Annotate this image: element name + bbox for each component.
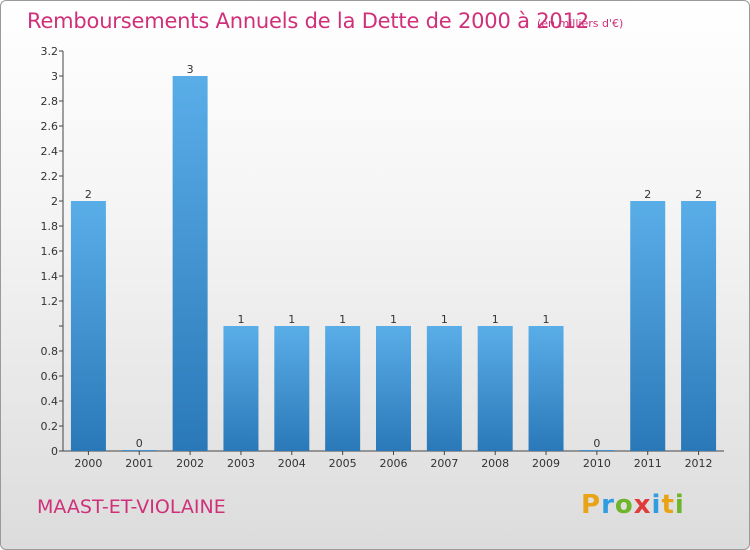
y-tick-label: 2.6: [41, 120, 59, 133]
y-tick-label: 0.6: [41, 370, 59, 383]
data-label: 0: [136, 437, 143, 450]
x-tick-label: 2007: [430, 457, 458, 470]
y-tick-label: 1.2: [41, 295, 59, 308]
data-label: 1: [390, 313, 397, 326]
commune-name: MAAST-ET-VIOLAINE: [37, 496, 226, 518]
bar: [325, 326, 361, 451]
x-tick-label: 2001: [125, 457, 153, 470]
x-tick-label: 2002: [176, 457, 204, 470]
chart-unit: (en milliers d'€): [537, 17, 624, 30]
data-label: 1: [288, 313, 295, 326]
y-tick-label: 2: [51, 195, 58, 208]
logo-letter: P: [581, 490, 602, 520]
bar: [172, 76, 208, 451]
y-tick-label: 1.6: [41, 245, 59, 258]
x-tick-label: 2008: [481, 457, 509, 470]
y-tick-label: 0.4: [41, 395, 59, 408]
logo-letter: x: [633, 490, 652, 520]
y-tick-label: 0: [51, 445, 58, 458]
data-label: 0: [593, 437, 600, 450]
data-label: 1: [339, 313, 346, 326]
x-tick-label: 2000: [74, 457, 102, 470]
y-tick-label: 2.8: [41, 95, 59, 108]
data-label: 1: [441, 313, 448, 326]
x-tick-label: 2011: [634, 457, 662, 470]
data-label: 2: [644, 188, 651, 201]
data-label: 2: [695, 188, 702, 201]
y-tick-label: 0.8: [41, 345, 59, 358]
bar: [630, 201, 666, 451]
x-tick-label: 2004: [278, 457, 306, 470]
bar: [121, 450, 157, 451]
logo-letter: i: [651, 490, 662, 520]
bar: [426, 326, 462, 451]
y-tick-label: 3: [51, 70, 58, 83]
labels: 0 0.2 0.4 0.6 0.8 1.2 1.4 1.6 1.8 2 2.2 2.4 2.6 2.8 3 3…: [41, 45, 713, 470]
x-tick-label: 2006: [380, 457, 408, 470]
logo-letter: i: [674, 490, 685, 520]
logo-letter: r: [601, 490, 615, 520]
chart-title: Remboursements Annuels de la Dette de 20…: [27, 9, 589, 33]
x-tick-label: 2005: [329, 457, 357, 470]
bar: [223, 326, 259, 451]
bars: [70, 76, 717, 451]
x-tick-label: 2009: [532, 457, 560, 470]
data-label: 2: [85, 188, 92, 201]
y-tick-label: 1.8: [41, 220, 59, 233]
x-tick-label: 2012: [685, 457, 713, 470]
logo-letter: o: [614, 490, 634, 520]
data-label: 3: [187, 63, 194, 76]
x-tick-label: 2010: [583, 457, 611, 470]
proxiti-logo: Proxiti: [581, 490, 685, 520]
y-tick-label: 2.2: [41, 170, 59, 183]
y-tick-label: 1.4: [41, 270, 59, 283]
data-label: 1: [543, 313, 550, 326]
data-label: 1: [492, 313, 499, 326]
bar: [681, 201, 717, 451]
bar: [70, 201, 106, 451]
bar: [274, 326, 310, 451]
x-tick-label: 2003: [227, 457, 255, 470]
y-tick-label: 0.2: [41, 420, 59, 433]
y-tick-label: 3.2: [41, 45, 59, 58]
data-label: 1: [237, 313, 244, 326]
bar: [376, 326, 411, 451]
bar: [477, 326, 513, 451]
bar: [579, 450, 615, 451]
y-tick-label: 2.4: [41, 145, 59, 158]
bar: [528, 326, 564, 451]
logo-letter: t: [661, 490, 675, 520]
